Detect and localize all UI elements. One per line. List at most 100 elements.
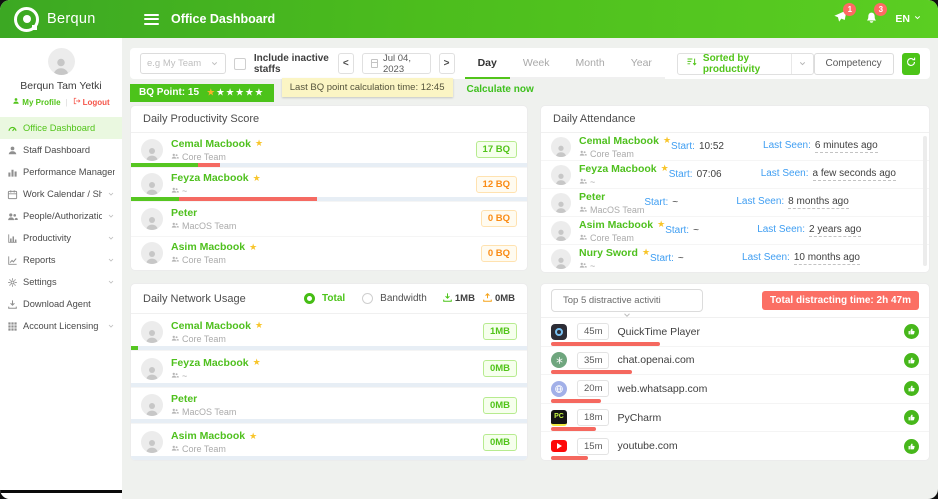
avatar xyxy=(141,431,163,454)
sidebar-item-office-dashboard[interactable]: Office Dashboard xyxy=(0,117,122,139)
sidebar-profile: Berqun Tam Yetki My Profile | Logout xyxy=(0,38,122,107)
language-selector[interactable]: EN xyxy=(895,13,922,25)
productivity-bar xyxy=(131,197,527,201)
person-name[interactable]: Asim Macbook xyxy=(171,430,246,443)
last-seen-value[interactable]: 10 months ago xyxy=(793,252,860,265)
person-name[interactable]: Peter xyxy=(579,190,606,203)
person-name[interactable]: Nury Sword xyxy=(579,246,638,259)
start-label: Start: xyxy=(644,197,669,208)
network-usage-badge: 0MB xyxy=(482,433,517,451)
thumbs-up-button[interactable] xyxy=(904,438,919,454)
team-icon xyxy=(171,221,179,231)
logout-link[interactable]: Logout xyxy=(73,97,110,107)
productivity-row[interactable]: Peter MacOS Team 0 BQ xyxy=(131,202,527,237)
network-row[interactable]: Peter MacOS Team 0MB xyxy=(131,388,527,425)
network-bar xyxy=(131,382,527,387)
productivity-row[interactable]: Cemal Macbook ★ Core Team 17 BQ xyxy=(131,133,527,168)
chevron-down-icon xyxy=(913,13,922,25)
team-icon xyxy=(171,407,179,417)
tab-year[interactable]: Year xyxy=(617,48,665,79)
sidebar-item-download-agent[interactable]: Download Agent xyxy=(0,293,122,315)
chart-line-icon xyxy=(7,255,18,266)
distractive-row[interactable]: 45m QuickTime Player xyxy=(541,318,929,347)
productivity-row[interactable]: Feyza Macbook ★ ~12 BQ xyxy=(131,168,527,202)
scrollbar[interactable] xyxy=(923,136,927,266)
person-name[interactable]: Feyza Macbook xyxy=(171,356,249,369)
person-name[interactable]: Cemal Macbook xyxy=(579,134,659,147)
star-icon: ★ xyxy=(662,135,672,145)
distractive-filter-select[interactable]: Top 5 distractive activiti xyxy=(551,289,703,317)
tab-week[interactable]: Week xyxy=(509,48,563,79)
person-name[interactable]: Asim Macbook xyxy=(171,241,246,254)
distractive-row[interactable]: 35m chat.openai.com xyxy=(541,347,929,376)
start-label: Start: xyxy=(671,141,695,152)
person-name[interactable]: Cemal Macbook xyxy=(171,319,251,332)
avatar xyxy=(551,136,571,157)
attendance-row[interactable]: Nury Sword ★ ~ Start: ~ Last Seen: 10 months a… xyxy=(541,245,929,272)
last-seen-value[interactable]: 6 minutes ago xyxy=(814,140,878,153)
network-row[interactable]: Feyza Macbook ★ ~0MB xyxy=(131,351,527,388)
last-seen-value[interactable]: 8 months ago xyxy=(788,196,849,209)
person-name[interactable]: Cemal Macbook xyxy=(171,137,251,150)
sidebar-item-label: Productivity xyxy=(23,233,72,243)
date-next-button[interactable]: > xyxy=(438,53,455,74)
date-prev-button[interactable]: < xyxy=(337,53,354,74)
bandwidth-radio[interactable] xyxy=(362,293,374,304)
person-name[interactable]: Feyza Macbook xyxy=(579,162,657,175)
sidebar-item-account-licensing[interactable]: Account Licensing xyxy=(0,315,122,337)
network-row[interactable]: Asim Macbook ★ Core Team 0MB xyxy=(131,424,527,460)
grid-icon xyxy=(7,321,18,332)
productivity-bar xyxy=(131,162,527,167)
refresh-button[interactable] xyxy=(901,52,921,75)
productivity-row[interactable]: Asim Macbook ★ Core Team 0 BQ xyxy=(131,237,527,271)
total-radio[interactable] xyxy=(304,293,316,304)
thumbs-up-button[interactable] xyxy=(904,410,919,426)
tab-month[interactable]: Month xyxy=(562,48,618,79)
attendance-row[interactable]: Cemal Macbook ★ Core Team Start: 10:52 Last S… xyxy=(541,133,929,161)
brand-name: Berqun xyxy=(47,11,96,27)
include-inactive-checkbox[interactable] xyxy=(233,57,246,70)
person-name[interactable]: Asim Macbook xyxy=(579,218,654,231)
thumbs-up-button[interactable] xyxy=(904,381,919,397)
messages-button[interactable]: 1 xyxy=(833,3,857,29)
youtube-icon xyxy=(551,440,567,453)
activity-name: web.whatsapp.com xyxy=(617,382,708,395)
sort-dropdown[interactable]: Sorted by productivity xyxy=(676,52,814,75)
network-row[interactable]: Cemal Macbook ★ Core Team 1MB xyxy=(131,314,527,351)
notifications-button[interactable]: 3 xyxy=(864,3,888,29)
sidebar-item-work-calendar-shifts[interactable]: Work Calendar / Shifts xyxy=(0,183,122,205)
sort-icon xyxy=(686,56,698,71)
team-select[interactable]: e.g My Team xyxy=(140,53,226,74)
person-name[interactable]: Feyza Macbook xyxy=(171,172,249,185)
download-icon xyxy=(442,292,453,306)
thumbs-up-button[interactable] xyxy=(904,352,919,368)
tab-day[interactable]: Day xyxy=(464,48,510,79)
chevron-down-icon xyxy=(107,190,115,198)
distractive-row[interactable]: 15m youtube.com xyxy=(541,432,929,460)
person-name[interactable]: Peter xyxy=(171,393,198,406)
attendance-row[interactable]: Feyza Macbook ★ ~ Start: 07:06 Last Seen: a fe… xyxy=(541,161,929,189)
distractive-row[interactable]: PC 18m PyCharm xyxy=(541,404,929,433)
team-icon xyxy=(171,255,179,265)
hamburger-menu-icon[interactable] xyxy=(144,11,159,27)
person-name[interactable]: Peter xyxy=(171,206,198,219)
sidebar-item-settings[interactable]: Settings xyxy=(0,271,122,293)
sidebar-item-performance-management[interactable]: Performance Management xyxy=(0,161,122,183)
attendance-row[interactable]: Asim Macbook ★ Core Team Start: ~ Last Seen: 2… xyxy=(541,217,929,245)
competency-button[interactable]: Competency xyxy=(813,52,894,75)
calculate-now-link[interactable]: Calculate now xyxy=(466,84,534,95)
team-icon xyxy=(171,444,179,454)
sidebar-item-staff-dashboard[interactable]: Staff Dashboard xyxy=(0,139,122,161)
date-picker[interactable]: Jul 04, 2023 xyxy=(361,53,431,75)
thumbs-up-button[interactable] xyxy=(904,324,919,340)
sidebar-item-productivity[interactable]: Productivity xyxy=(0,227,122,249)
sidebar-item-reports[interactable]: Reports xyxy=(0,249,122,271)
bell-icon xyxy=(864,9,879,29)
chevron-down-icon xyxy=(622,310,632,320)
attendance-row[interactable]: Peter MacOS Team Start: ~ Last Seen: 8 months… xyxy=(541,189,929,217)
last-seen-value[interactable]: 2 years ago xyxy=(809,224,862,237)
distractive-row[interactable]: 20m web.whatsapp.com xyxy=(541,375,929,404)
last-seen-value[interactable]: a few seconds ago xyxy=(812,168,896,181)
sidebar-item-people-authorization[interactable]: People/Authorization xyxy=(0,205,122,227)
my-profile-link[interactable]: My Profile xyxy=(12,97,61,107)
